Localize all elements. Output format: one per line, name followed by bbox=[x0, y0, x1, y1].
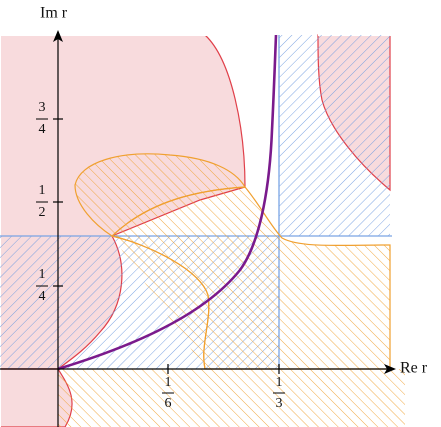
tick-denominator: 3 bbox=[276, 396, 283, 411]
tick-numerator: 1 bbox=[39, 183, 46, 198]
purple-curve bbox=[57, 34, 278, 371]
blue-region-upper-right bbox=[279, 35, 390, 236]
y-axis-label: Im r bbox=[40, 5, 68, 22]
orange-region-right bbox=[110, 186, 391, 370]
tick-numerator: 1 bbox=[276, 375, 283, 390]
y-tick-labels: 1 4 1 2 3 4 bbox=[36, 100, 48, 304]
x-axis-label: Re r bbox=[400, 360, 428, 377]
tick-numerator: 1 bbox=[39, 267, 46, 282]
axes bbox=[0, 38, 388, 427]
tick-denominator: 2 bbox=[39, 205, 46, 220]
tick-denominator: 6 bbox=[165, 396, 172, 411]
orange-region-lower bbox=[58, 236, 405, 427]
orange-regions bbox=[58, 153, 405, 427]
tick-denominator: 4 bbox=[39, 122, 46, 137]
tick-numerator: 3 bbox=[39, 100, 46, 115]
tick-denominator: 4 bbox=[39, 289, 46, 304]
x-tick-labels: 1 6 1 3 bbox=[162, 375, 285, 411]
tick-numerator: 1 bbox=[165, 375, 172, 390]
x-arrow bbox=[384, 364, 396, 374]
y-arrow bbox=[53, 30, 63, 42]
